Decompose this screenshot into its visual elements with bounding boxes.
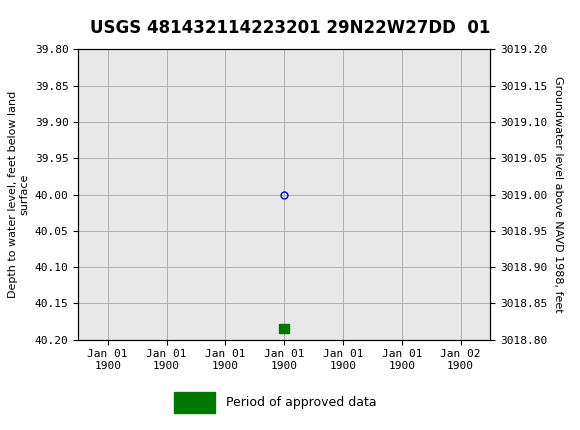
Bar xyxy=(279,325,289,333)
Bar xyxy=(174,392,215,413)
Y-axis label: Depth to water level, feet below land
surface: Depth to water level, feet below land su… xyxy=(8,91,29,298)
Text: USGS: USGS xyxy=(44,9,104,28)
Text: USGS 481432114223201 29N22W27DD  01: USGS 481432114223201 29N22W27DD 01 xyxy=(90,19,490,37)
Text: Period of approved data: Period of approved data xyxy=(226,396,377,408)
Y-axis label: Groundwater level above NAVD 1988, feet: Groundwater level above NAVD 1988, feet xyxy=(553,76,563,313)
